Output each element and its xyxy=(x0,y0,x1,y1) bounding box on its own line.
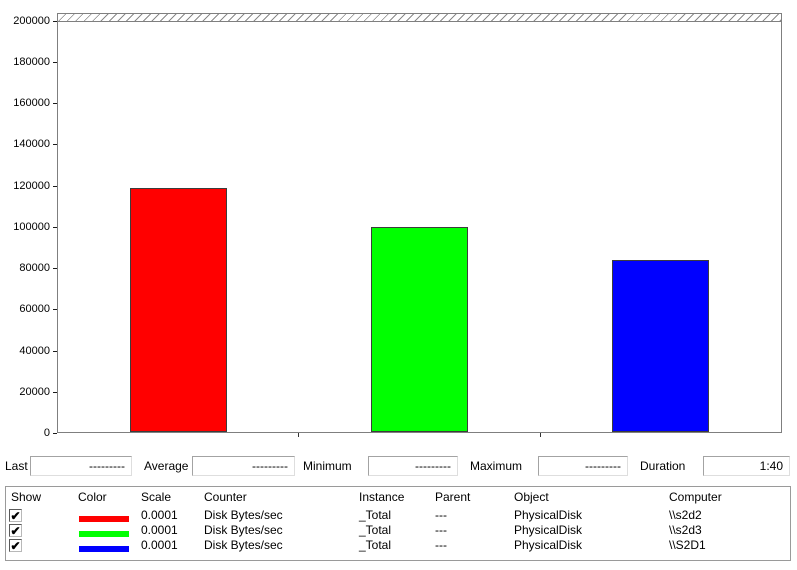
show-checkbox[interactable]: ✔ xyxy=(9,539,22,553)
y-axis-tick xyxy=(53,309,57,311)
plot-area xyxy=(57,13,782,433)
col-header-instance: Instance xyxy=(359,490,405,504)
y-axis-tick-label: 100000 xyxy=(13,220,50,233)
cell-counter: Disk Bytes/sec xyxy=(204,523,283,537)
cell-computer: \\S2D1 xyxy=(669,538,706,552)
y-axis-tick xyxy=(53,268,57,269)
legend-row-s2d3[interactable]: ✔ 0.0001 Disk Bytes/sec _Total --- Physi… xyxy=(6,522,790,537)
col-header-object: Object xyxy=(514,490,549,504)
bar-S2D1 xyxy=(612,260,709,432)
minimum-value-field: --------- xyxy=(368,456,458,476)
cell-parent: --- xyxy=(435,538,447,552)
cell-computer: \\s2d2 xyxy=(669,508,702,522)
maximum-value-field: --------- xyxy=(538,456,628,476)
col-header-show: Show xyxy=(11,490,42,504)
x-axis-tick xyxy=(540,433,541,437)
legend-row-s2d2[interactable]: ✔ 0.0001 Disk Bytes/sec _Total --- Physi… xyxy=(6,507,790,522)
cell-object: PhysicalDisk xyxy=(514,523,583,537)
y-axis: 200000 180000 160000 140000 120000 100000 8000… xyxy=(13,14,57,439)
y-axis-tick-label: 60000 xyxy=(19,303,50,316)
cell-computer: \\s2d3 xyxy=(669,523,702,537)
show-checkbox[interactable]: ✔ xyxy=(9,509,22,523)
y-axis-tick xyxy=(53,226,57,228)
x-axis-tick xyxy=(298,433,299,437)
cell-instance: _Total xyxy=(359,538,392,552)
cell-instance: _Total xyxy=(359,508,392,522)
cell-parent: --- xyxy=(435,523,447,537)
col-header-computer: Computer xyxy=(669,490,722,504)
bar-s2d3 xyxy=(371,227,468,432)
cell-object: PhysicalDisk xyxy=(514,508,583,522)
cell-counter: Disk Bytes/sec xyxy=(204,538,283,552)
y-axis-tick-label: 120000 xyxy=(13,179,50,192)
y-axis-tick xyxy=(53,20,57,22)
y-axis-tick xyxy=(53,103,57,104)
y-axis-tick-label: 80000 xyxy=(19,262,50,274)
minimum-label: Minimum xyxy=(303,459,352,473)
y-axis-tick-label: 140000 xyxy=(13,138,50,151)
y-axis-tick-label: 20000 xyxy=(19,385,50,398)
legend-row-S2D1[interactable]: ✔ 0.0001 Disk Bytes/sec _Total --- Physi… xyxy=(6,537,790,552)
cell-instance: _Total xyxy=(359,523,392,537)
cell-scale: 0.0001 xyxy=(141,523,178,537)
legend-header-row: Show Color Scale Counter Instance Parent… xyxy=(6,491,790,506)
last-value-field: --------- xyxy=(30,456,132,476)
y-axis-tick xyxy=(53,391,57,393)
last-label: Last xyxy=(5,459,28,473)
y-axis-tick xyxy=(53,433,57,434)
chart-top-hatch xyxy=(58,14,781,22)
color-swatch-green xyxy=(79,531,129,537)
maximum-label: Maximum xyxy=(470,459,523,473)
y-axis-tick-label: 180000 xyxy=(13,55,50,68)
cell-counter: Disk Bytes/sec xyxy=(204,508,283,522)
y-axis-tick-label: 160000 xyxy=(13,97,50,109)
cell-parent: --- xyxy=(435,508,447,522)
show-checkbox[interactable]: ✔ xyxy=(9,524,22,538)
col-header-parent: Parent xyxy=(435,490,471,504)
cell-scale: 0.0001 xyxy=(141,538,178,552)
y-axis-tick-label: 40000 xyxy=(19,344,50,357)
cell-object: PhysicalDisk xyxy=(514,538,583,552)
legend-table: Show Color Scale Counter Instance Parent… xyxy=(5,486,791,561)
col-header-counter: Counter xyxy=(204,490,247,504)
cell-scale: 0.0001 xyxy=(141,508,178,522)
col-header-color: Color xyxy=(78,490,107,504)
y-axis-tick xyxy=(53,61,57,63)
y-axis-tick xyxy=(53,185,57,187)
bar-s2d2 xyxy=(130,188,227,432)
y-axis-tick xyxy=(53,144,57,146)
bars-container xyxy=(58,22,781,432)
color-swatch-blue xyxy=(79,546,129,552)
y-axis-tick xyxy=(53,350,57,352)
duration-value-field: 1:40 xyxy=(703,456,790,476)
col-header-scale: Scale xyxy=(141,490,172,504)
y-axis-tick-label: 200000 xyxy=(13,14,50,27)
average-label: Average xyxy=(144,459,189,473)
y-axis-tick-label: 0 xyxy=(43,427,50,439)
color-swatch-red xyxy=(79,516,129,522)
average-value-field: --------- xyxy=(192,456,295,476)
duration-label: Duration xyxy=(640,459,686,473)
